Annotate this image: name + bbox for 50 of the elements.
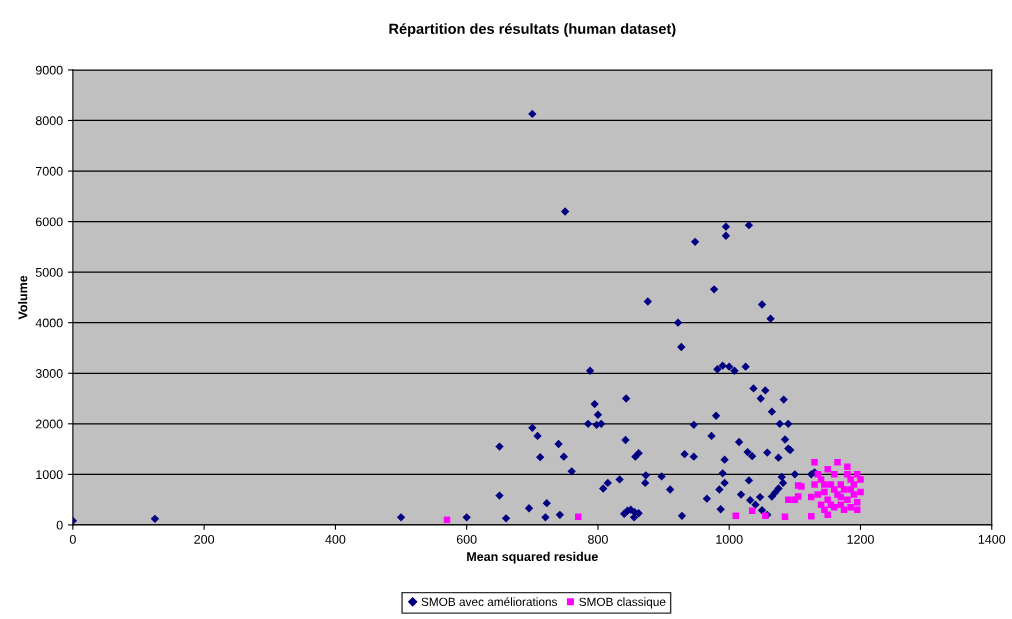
- point: [844, 463, 851, 471]
- point: [821, 506, 828, 513]
- point: [821, 481, 828, 488]
- legend-label: SMOB avec améliorations: [421, 597, 557, 607]
- y-tick-label: 7000: [35, 166, 63, 176]
- point: [830, 471, 838, 478]
- x-tick-label: 800: [588, 534, 608, 544]
- point: [814, 471, 822, 478]
- y-tick-label: 6000: [35, 217, 63, 227]
- point: [798, 483, 805, 490]
- point: [857, 476, 864, 483]
- x-tick-label: 1200: [847, 534, 874, 544]
- x-axis-title: Mean squared residue: [467, 551, 598, 564]
- y-tick-label: 3000: [35, 369, 63, 378]
- point: [857, 488, 864, 496]
- x-tick-label: 400: [325, 534, 346, 544]
- legend-label: SMOB classique: [579, 597, 666, 609]
- point: [808, 513, 815, 520]
- point: [844, 496, 851, 503]
- point: [808, 493, 815, 501]
- point: [824, 466, 831, 473]
- y-tick-label: 9000: [35, 65, 63, 75]
- point: [853, 506, 861, 513]
- point: [811, 481, 818, 488]
- point: [824, 511, 831, 519]
- point: [830, 486, 838, 493]
- point: [811, 458, 818, 466]
- x-tick-label: 600: [456, 534, 477, 544]
- point: [827, 501, 835, 508]
- point: [847, 503, 854, 511]
- y-tick-label: 4000: [35, 318, 63, 328]
- y-tick-label: 0: [56, 520, 63, 530]
- y-tick-label: 8000: [35, 116, 63, 126]
- x-tick-label: 0: [69, 534, 76, 544]
- point: [785, 496, 792, 503]
- point: [814, 491, 822, 498]
- y-tick-label: 5000: [35, 267, 63, 277]
- x-tick-label: 1400: [978, 534, 1006, 544]
- chart-title: Répartition des résultats (human dataset): [389, 23, 676, 37]
- point: [840, 506, 848, 513]
- point: [834, 458, 841, 466]
- point: [840, 486, 848, 493]
- y-tick-label: 1000: [36, 470, 63, 480]
- x-tick-label: 1000: [716, 534, 743, 544]
- point: [575, 513, 582, 521]
- point: [821, 488, 828, 496]
- y-tick-label: 2000: [35, 419, 63, 429]
- y-axis-title: Volume: [18, 275, 28, 320]
- x-tick-label: 200: [194, 534, 215, 544]
- point: [847, 486, 854, 493]
